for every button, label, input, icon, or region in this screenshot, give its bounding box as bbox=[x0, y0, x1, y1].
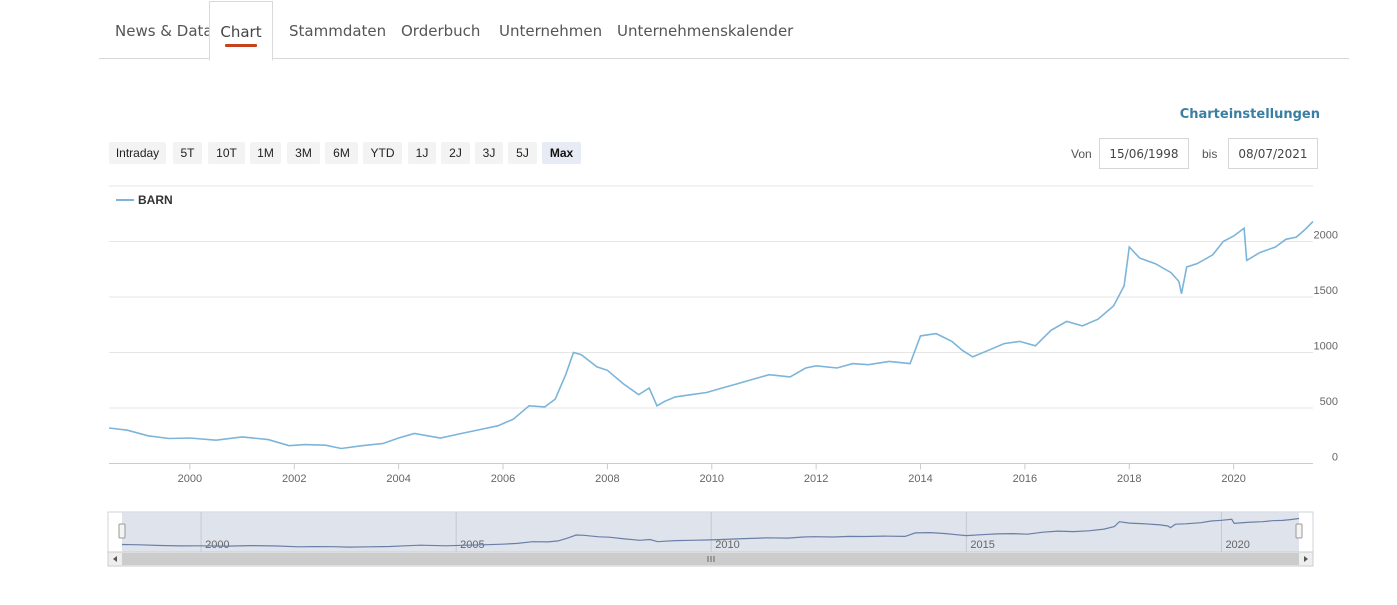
to-label: bis bbox=[1202, 147, 1218, 161]
series-line-barn bbox=[108, 220, 1314, 450]
tab-unternehmenskalender[interactable]: Unternehmenskalender bbox=[617, 0, 793, 59]
tab-orderbuch[interactable]: Orderbuch bbox=[401, 0, 480, 59]
x-tick-label: 2014 bbox=[908, 473, 932, 485]
navigator-scrollbar[interactable] bbox=[107, 551, 1314, 567]
x-tick-label: 2016 bbox=[1013, 473, 1037, 485]
from-label: Von bbox=[1071, 147, 1092, 161]
chart-settings-link[interactable]: Charteinstellungen bbox=[1179, 107, 1320, 122]
navigator-right-handle[interactable] bbox=[1295, 523, 1303, 539]
tab-label: Chart bbox=[220, 23, 262, 41]
from-date-input[interactable]: 15/06/1998 bbox=[1099, 138, 1189, 169]
range-button-max[interactable]: Max bbox=[542, 142, 581, 164]
range-button-5t[interactable]: 5T bbox=[173, 142, 202, 164]
range-button-2j[interactable]: 2J bbox=[441, 142, 470, 164]
y-tick-label: 500 bbox=[1320, 396, 1338, 408]
chart-grid bbox=[109, 185, 1313, 464]
tab-unternehmen[interactable]: Unternehmen bbox=[499, 0, 602, 59]
y-tick-label: 0 bbox=[1332, 452, 1338, 464]
range-button-intraday[interactable]: Intraday bbox=[109, 142, 166, 164]
range-button-ytd[interactable]: YTD bbox=[363, 142, 402, 164]
tab-bar: News & Data Chart Stammdaten Orderbuch Unter… bbox=[99, 0, 1349, 61]
tab-chart[interactable]: Chart bbox=[209, 1, 273, 61]
navigator-tick-label: 2020 bbox=[1225, 539, 1249, 551]
navigator-series-line bbox=[121, 517, 1300, 548]
range-button-3j[interactable]: 3J bbox=[475, 142, 503, 164]
range-button-10t[interactable]: 10T bbox=[208, 142, 245, 164]
range-button-6m[interactable]: 6M bbox=[325, 142, 358, 164]
navigator-selection[interactable] bbox=[122, 512, 1299, 552]
tab-label: Stammdaten bbox=[289, 22, 387, 40]
x-tick-label: 2008 bbox=[595, 473, 619, 485]
x-tick-label: 2018 bbox=[1117, 473, 1141, 485]
navigator-tick-label: 2000 bbox=[205, 539, 229, 551]
tab-label: Unternehmenskalender bbox=[617, 22, 794, 40]
x-tick-label: 2000 bbox=[178, 473, 202, 485]
x-tick-label: 2002 bbox=[282, 473, 306, 485]
x-tick-label: 2004 bbox=[386, 473, 410, 485]
x-tick-label: 2012 bbox=[804, 473, 828, 485]
active-tab-underline bbox=[225, 44, 257, 47]
y-axis-ticks: 0 500 1000 1500 2000 bbox=[1314, 230, 1338, 464]
x-tick-label: 2006 bbox=[491, 473, 515, 485]
tab-news-data[interactable]: News & Data bbox=[115, 0, 213, 59]
to-date-input[interactable]: 08/07/2021 bbox=[1228, 138, 1318, 169]
navigator-left-handle[interactable] bbox=[118, 523, 126, 539]
y-tick-label: 2000 bbox=[1314, 230, 1338, 242]
tab-label: Orderbuch bbox=[401, 22, 481, 40]
tab-label: Unternehmen bbox=[499, 22, 603, 40]
x-tick-label: 2010 bbox=[700, 473, 724, 485]
scrollbar-grip-icon bbox=[707, 556, 715, 562]
range-button-1m[interactable]: 1M bbox=[250, 142, 281, 164]
y-tick-label: 1500 bbox=[1314, 285, 1338, 297]
range-button-1j[interactable]: 1J bbox=[408, 142, 436, 164]
navigator-tick-label: 2010 bbox=[715, 539, 739, 551]
range-button-5j[interactable]: 5J bbox=[508, 142, 537, 164]
x-tick-label: 2020 bbox=[1221, 473, 1245, 485]
range-button-3m[interactable]: 3M bbox=[287, 142, 320, 164]
y-tick-label: 1000 bbox=[1314, 341, 1338, 353]
navigator-tick-label: 2015 bbox=[970, 539, 994, 551]
navigator[interactable]: 2000 2005 2010 2015 2020 bbox=[107, 511, 1314, 553]
x-axis-ticks: 2000 2002 2004 2006 2008 2010 2012 2014 2016 2018… bbox=[178, 463, 1246, 485]
scroll-right-icon[interactable] bbox=[1304, 556, 1308, 562]
scroll-left-icon[interactable] bbox=[113, 556, 117, 562]
tab-label: News & Data bbox=[115, 22, 213, 40]
tab-stammdaten[interactable]: Stammdaten bbox=[289, 0, 386, 59]
chart-legend: BARN bbox=[116, 193, 173, 207]
legend-entry-barn[interactable]: BARN bbox=[138, 193, 173, 207]
